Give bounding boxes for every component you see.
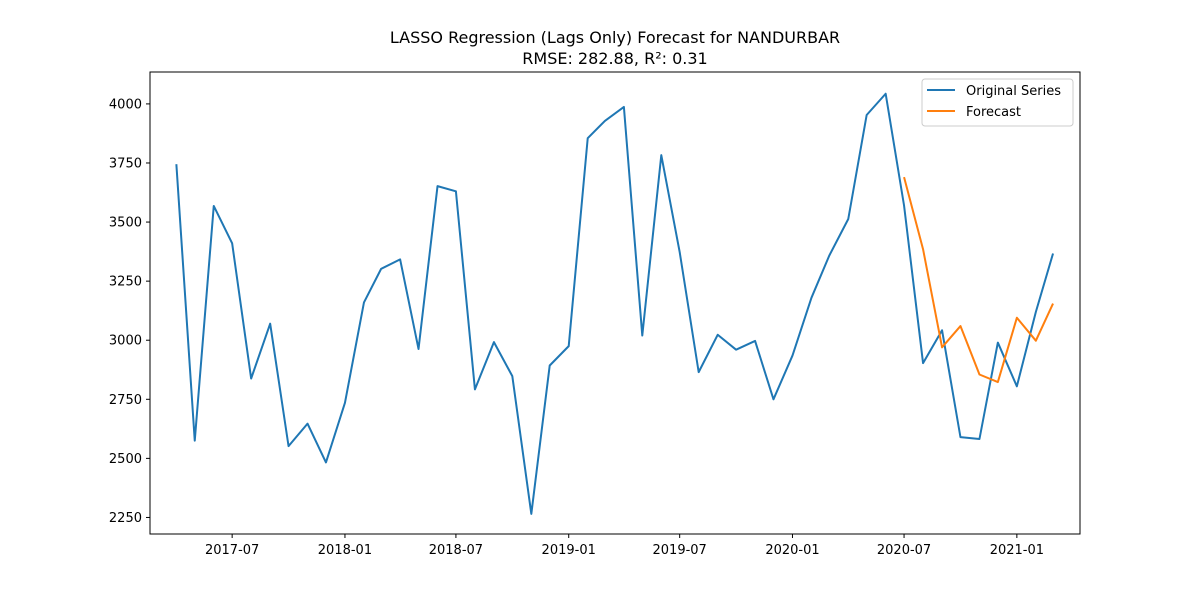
series-layer xyxy=(175,92,1054,515)
legend-label-original-series: Original Series xyxy=(966,84,1061,99)
y-tick-label: 2750 xyxy=(109,393,142,408)
chart-title: LASSO Regression (Lags Only) Forecast fo… xyxy=(390,28,840,47)
y-tick-label: 2250 xyxy=(109,511,142,526)
x-tick-label: 2021-01 xyxy=(990,543,1044,558)
legend-label-forecast: Forecast xyxy=(966,105,1021,120)
legend-box xyxy=(921,78,1074,127)
y-axis-ticks: 2250 2500 2750 3000 3250 3500 3750 4000 xyxy=(109,97,150,526)
y-tick-label: 3000 xyxy=(109,334,142,349)
y-tick-label: 3500 xyxy=(109,216,142,231)
x-axis-ticks: 2017-07 2018-01 2018-07 2019-01 2019-07 2020-… xyxy=(205,534,1044,558)
y-tick-label: 4000 xyxy=(109,97,142,112)
x-tick-label: 2018-01 xyxy=(318,543,372,558)
x-tick-label: 2020-07 xyxy=(877,543,931,558)
x-tick-label: 2019-07 xyxy=(653,543,707,558)
series-line-forecast xyxy=(903,176,1054,384)
plot-area-frame xyxy=(149,71,1081,535)
x-tick-label: 2020-01 xyxy=(765,543,819,558)
y-tick-label: 3750 xyxy=(109,156,142,171)
x-tick-label: 2017-07 xyxy=(205,543,259,558)
y-tick-label: 2500 xyxy=(109,452,142,467)
x-tick-label: 2019-01 xyxy=(542,543,596,558)
series-line-original-series xyxy=(175,92,1054,515)
y-tick-label: 3250 xyxy=(109,275,142,290)
legend: Original Series Forecast xyxy=(921,78,1074,127)
chart-subtitle: RMSE: 282.88, R²: 0.31 xyxy=(522,49,707,68)
x-tick-label: 2018-07 xyxy=(429,543,483,558)
